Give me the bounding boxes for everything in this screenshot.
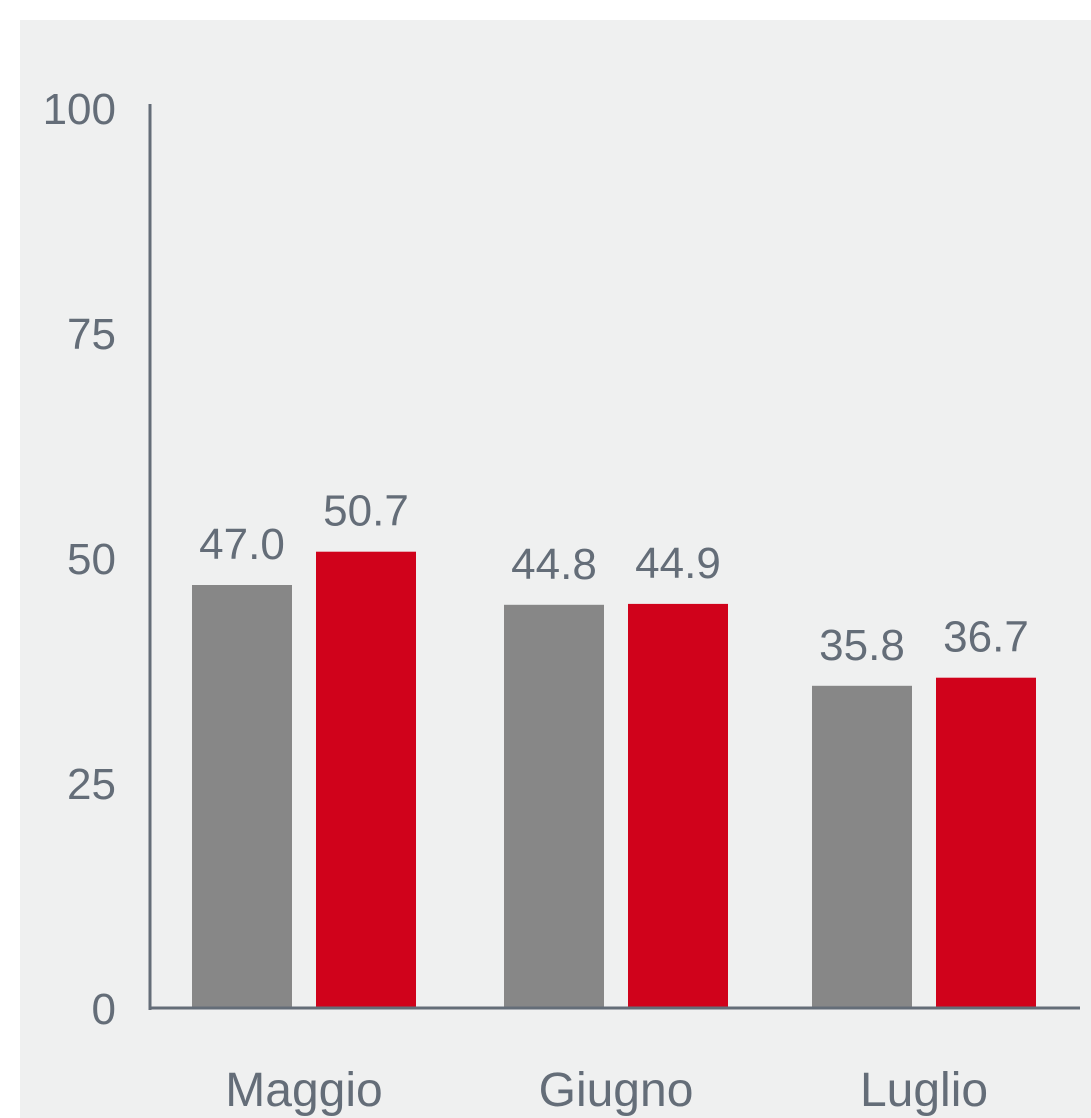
y-axis-ticks: 0 25 50 75 100	[43, 85, 116, 1034]
data-label: 47.0	[199, 520, 285, 569]
axes	[148, 104, 1080, 1010]
bar-giugno-1	[504, 604, 604, 1008]
x-axis-categories: Maggio Giugno Luglio	[225, 1064, 988, 1117]
category-label-giugno: Giugno	[539, 1064, 694, 1117]
data-labels: 47.0 44.8 35.8 50.7 44.9 36.7	[199, 487, 1029, 670]
data-label: 36.7	[943, 613, 1029, 662]
data-label: 50.7	[323, 487, 409, 536]
y-tick-label: 0	[92, 985, 116, 1034]
y-tick-label: 75	[67, 310, 116, 359]
y-tick-label: 100	[43, 85, 116, 134]
bar-luglio-1	[812, 685, 912, 1008]
bar-maggio-1	[192, 585, 292, 1008]
y-tick-label: 50	[67, 535, 116, 584]
bar-luglio-2	[936, 677, 1036, 1008]
data-label: 35.8	[819, 621, 905, 670]
category-label-maggio: Maggio	[225, 1064, 382, 1117]
bar-maggio-2	[316, 551, 416, 1008]
data-label: 44.9	[635, 539, 721, 588]
y-tick-label: 25	[67, 760, 116, 809]
bars	[192, 551, 1036, 1008]
data-label: 44.8	[511, 540, 597, 589]
bar-giugno-2	[628, 603, 728, 1008]
category-label-luglio: Luglio	[860, 1064, 988, 1117]
